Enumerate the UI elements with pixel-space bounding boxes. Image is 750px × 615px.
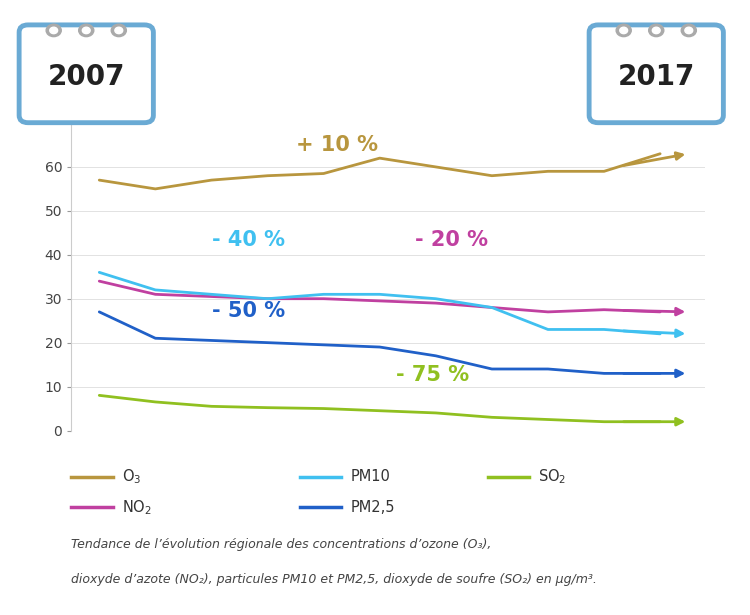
Text: NO$_2$: NO$_2$ (122, 498, 152, 517)
Text: PM10: PM10 (350, 469, 390, 484)
Text: + 10 %: + 10 % (296, 135, 379, 154)
Text: 2007: 2007 (47, 63, 125, 91)
Text: - 20 %: - 20 % (415, 230, 488, 250)
Text: Tendance de l’évolution régionale des concentrations d’ozone (O₃),: Tendance de l’évolution régionale des co… (71, 538, 492, 551)
Text: SO$_2$: SO$_2$ (538, 467, 566, 486)
Text: O$_3$: O$_3$ (122, 467, 141, 486)
Text: - 75 %: - 75 % (396, 365, 469, 385)
Text: - 40 %: - 40 % (212, 230, 285, 250)
Text: - 50 %: - 50 % (212, 301, 285, 320)
Text: PM2,5: PM2,5 (350, 500, 394, 515)
Text: dioxyde d’azote (NO₂), particules PM10 et PM2,5, dioxyde de soufre (SO₂) en μg/m: dioxyde d’azote (NO₂), particules PM10 e… (71, 573, 597, 586)
Text: 2017: 2017 (617, 63, 695, 91)
